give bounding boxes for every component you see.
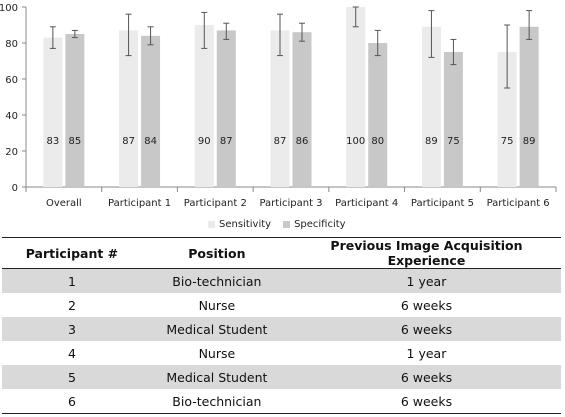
cell-position: Medical Student	[141, 317, 292, 341]
cell-experience: 1 year	[406, 345, 447, 361]
data-label: 84	[144, 136, 157, 147]
bar-specificity	[65, 34, 85, 187]
table-row: 4 Nurse 1 year	[2, 341, 561, 365]
bar-specificity	[443, 52, 463, 187]
header-experience: Previous Image Acquisition Experience	[291, 237, 561, 269]
cell-experience: 1 year	[291, 268, 561, 293]
participant-table: Participant # Position Previous Image Ac…	[2, 237, 561, 414]
data-label: 86	[296, 136, 309, 147]
x-tick-label: Participant 2	[184, 198, 247, 209]
cell-participant: 1	[2, 268, 142, 293]
bar-specificity	[368, 43, 388, 187]
data-label: 87	[274, 136, 287, 147]
x-tick-label: Participant 4	[335, 198, 398, 209]
data-label: 75	[447, 136, 460, 147]
bar-sensitivity	[421, 26, 441, 187]
data-label: 75	[501, 136, 514, 147]
bar-sensitivity	[497, 52, 517, 187]
legend-swatch-sensitivity	[208, 220, 215, 228]
y-tick-label: 40	[5, 111, 18, 122]
bar-specificity	[216, 30, 236, 188]
bar-sensitivity	[270, 30, 290, 188]
cell-position: Bio-technician	[141, 389, 292, 414]
bar-sensitivity	[346, 7, 366, 187]
data-label: 80	[371, 136, 384, 147]
table-row: 2 Nurse 6 weeks	[2, 293, 561, 317]
x-tick-label: Participant 6	[487, 198, 550, 209]
header-position: Position	[141, 237, 292, 269]
legend-item-specificity: Specificity	[283, 219, 346, 230]
y-tick-label: 100	[0, 3, 18, 14]
cell-participant: 4	[67, 345, 76, 361]
bar-chart: 0 20 40 60 80 100 Overall 83 85 Participant 1 87 84…	[0, 3, 557, 209]
data-label: 85	[68, 136, 81, 147]
x-tick-label: Participant 1	[108, 198, 171, 209]
data-label: 87	[220, 136, 233, 147]
cell-experience: 6 weeks	[400, 297, 453, 313]
data-label: 90	[198, 136, 211, 147]
chart-legend: Sensitivity Specificity	[208, 217, 358, 231]
data-label: 89	[425, 136, 438, 147]
bar-specificity	[519, 26, 539, 187]
header-participant: Participant #	[2, 237, 142, 269]
cell-participant: 6	[2, 389, 142, 414]
cell-participant: 2	[67, 297, 76, 313]
cell-position: Medical Student	[141, 365, 292, 389]
bar-sensitivity	[194, 25, 214, 187]
legend-swatch-specificity	[283, 220, 291, 228]
cell-position: Nurse	[198, 297, 236, 313]
x-tick-label: Participant 5	[411, 198, 474, 209]
cell-position: Nurse	[198, 345, 236, 361]
y-tick-label: 60	[5, 75, 18, 86]
cell-position: Bio-technician	[141, 268, 292, 293]
bar-sensitivity	[43, 37, 63, 187]
legend-label-specificity: Specificity	[294, 218, 346, 230]
table-header-row: Participant # Position Previous Image Ac…	[2, 237, 561, 269]
cell-experience: 6 weeks	[291, 317, 561, 341]
data-label: 89	[523, 136, 536, 147]
data-label: 87	[122, 136, 135, 147]
cell-experience: 6 weeks	[291, 365, 561, 389]
bar-specificity	[292, 32, 312, 188]
legend-item-sensitivity: Sensitivity	[208, 219, 271, 230]
table-row: 3 Medical Student 6 weeks	[2, 317, 561, 341]
data-label: 83	[46, 136, 59, 147]
x-tick-label: Overall	[46, 198, 82, 209]
y-tick-label: 20	[5, 147, 18, 158]
bar-specificity	[141, 35, 161, 187]
data-label: 100	[346, 136, 365, 147]
cell-participant: 5	[2, 365, 142, 389]
cell-participant: 3	[2, 317, 142, 341]
cell-experience: 6 weeks	[291, 389, 561, 414]
y-tick-label: 80	[5, 39, 18, 50]
legend-label-sensitivity: Sensitivity	[219, 218, 272, 230]
table-row: 5 Medical Student 6 weeks	[2, 365, 561, 389]
bar-sensitivity	[119, 30, 139, 188]
table-row: 1 Bio-technician 1 year	[2, 268, 561, 293]
x-tick-label: Participant 3	[259, 198, 322, 209]
y-tick-label: 0	[12, 183, 18, 194]
table-row: 6 Bio-technician 6 weeks	[2, 389, 561, 414]
